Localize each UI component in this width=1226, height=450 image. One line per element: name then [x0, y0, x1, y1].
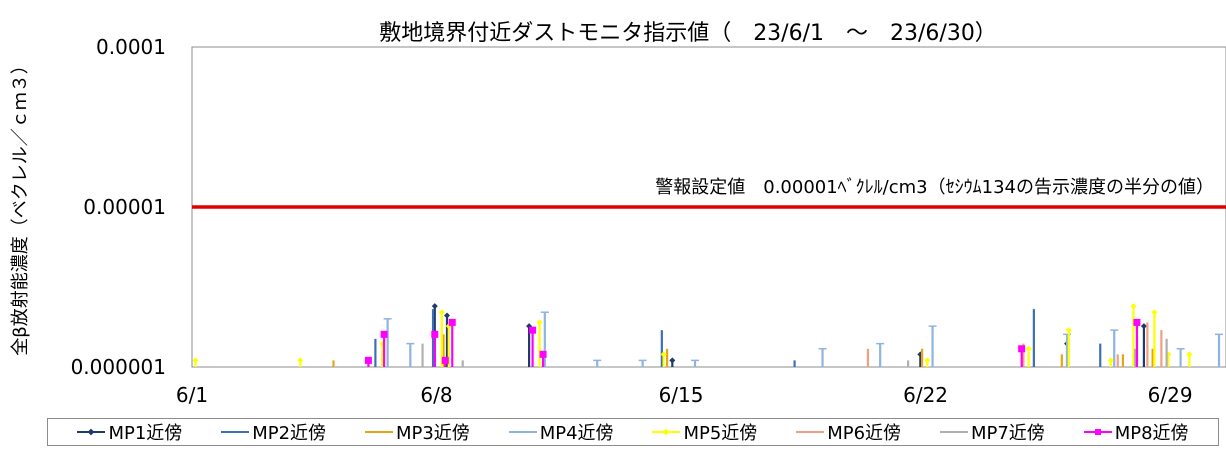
- legend-item: MP5近傍: [652, 419, 757, 445]
- y-tick-label: 0.0001: [96, 35, 166, 59]
- y-tick-label: 0.000001: [71, 355, 166, 379]
- data-point-marker: [669, 357, 676, 364]
- legend-swatch: [939, 426, 968, 438]
- x-tick-label: 6/29: [1148, 383, 1193, 407]
- data-point-marker: [192, 357, 199, 364]
- legend-swatch: [221, 426, 250, 438]
- series-7: [421, 338, 1168, 367]
- data-point-marker: [1186, 351, 1193, 358]
- legend-label: MP3近傍: [395, 423, 470, 444]
- data-point-marker: [536, 319, 543, 326]
- data-point-marker: [1025, 345, 1032, 352]
- legend-swatch: [652, 426, 681, 438]
- legend-label: MP2近傍: [252, 423, 327, 444]
- data-point-marker: [660, 351, 667, 358]
- series-3: [332, 334, 1154, 367]
- legend-label: MP7近傍: [970, 423, 1045, 444]
- data-point-marker: [539, 350, 547, 358]
- legend-label: MP6近傍: [827, 423, 902, 444]
- legend-swatch: [508, 426, 537, 438]
- data-point-marker: [529, 326, 537, 334]
- legend-swatch: [364, 426, 393, 438]
- legend-item: MP6近傍: [796, 419, 901, 445]
- data-point-marker: [1151, 309, 1158, 316]
- legend-swatch: [1083, 426, 1112, 438]
- data-point-marker: [431, 330, 439, 338]
- data-point-marker: [448, 318, 456, 326]
- legend-item: MP8近傍: [1083, 419, 1189, 445]
- data-point-marker: [924, 357, 931, 364]
- legend-item: MP3近傍: [364, 419, 470, 445]
- legend-label: MP1近傍: [108, 423, 183, 444]
- data-point-marker: [441, 356, 449, 364]
- y-axis-label: 全β放射能濃度（ベクレル／ｃｍ３）: [10, 56, 31, 356]
- data-point-marker: [1130, 303, 1137, 310]
- x-tick-label: 6/22: [903, 383, 948, 407]
- data-point-marker: [297, 357, 304, 364]
- y-tick-label: 0.00001: [83, 195, 166, 219]
- legend: MP1近傍 MP2近傍 MP3近傍 MP4近傍 MP5近傍 MP6近傍 MP7近傍 MP8近傍: [47, 418, 1219, 446]
- x-tick-label: 6/8: [420, 383, 452, 407]
- data-point-marker: [1140, 323, 1147, 330]
- legend-swatch: [796, 426, 825, 438]
- legend-item: MP4近傍: [508, 419, 614, 445]
- series-6: [866, 322, 1163, 367]
- data-point-marker: [1107, 357, 1114, 364]
- legend-swatch: [77, 426, 106, 438]
- legend-label: MP4近傍: [539, 423, 614, 444]
- legend-item: MP1近傍: [77, 419, 182, 445]
- data-point-marker: [438, 309, 445, 316]
- data-point-marker: [1065, 327, 1072, 334]
- series-2: [374, 309, 1102, 367]
- legend-item: MP7近傍: [939, 419, 1045, 445]
- series-8: [364, 318, 1141, 367]
- legend-item: MP2近傍: [221, 419, 326, 445]
- legend-label: MP5近傍: [683, 423, 758, 444]
- data-point-marker: [380, 330, 388, 338]
- data-point-marker: [444, 312, 451, 319]
- threshold-label: 警報設定値 0.00001ﾍﾞｸﾚﾙ/cm3（ｾｼｳﾑ134の告示濃度の半分の値…: [655, 177, 1214, 198]
- data-point-marker: [1018, 345, 1026, 353]
- x-tick-label: 6/15: [659, 383, 704, 407]
- x-tick-label: 6/1: [176, 383, 208, 407]
- data-point-marker: [1133, 318, 1141, 326]
- series-4: [383, 311, 1224, 367]
- data-point-marker: [364, 356, 372, 364]
- legend-label: MP8近傍: [1114, 423, 1189, 444]
- chart-title: 敷地境界付近ダストモニタ指示値（ 23/6/1 ～ 23/6/30）: [379, 21, 997, 46]
- data-point-marker: [431, 303, 438, 310]
